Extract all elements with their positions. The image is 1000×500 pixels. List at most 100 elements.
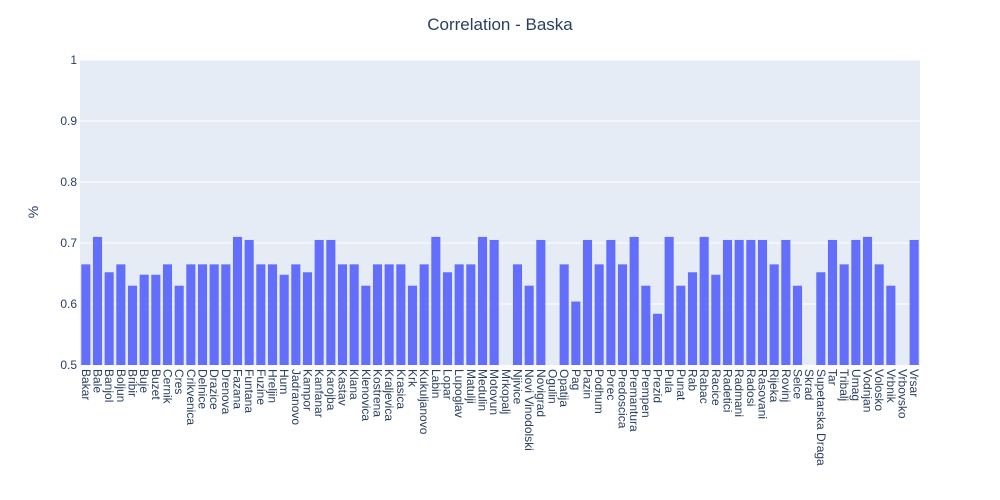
- bar: [536, 239, 546, 365]
- x-tick-label: Jadranovo: [289, 369, 303, 425]
- x-tick-label: Lupoglav: [452, 369, 466, 418]
- x-tick-label: Vrbnik: [884, 369, 898, 404]
- x-tick-label: Hreljin: [266, 369, 280, 403]
- x-axis-ticks: BakarBaleBanjolBoljunBribirBujeBuzetCern…: [79, 369, 921, 466]
- x-tick-label: Premantura: [627, 369, 641, 432]
- x-tick-label: Bribir: [126, 369, 140, 397]
- x-tick-label: Selce: [791, 369, 805, 399]
- bar: [186, 264, 196, 365]
- bar: [582, 239, 593, 365]
- x-tick-label: Hum: [277, 369, 291, 394]
- y-tick-label: 0.8: [60, 175, 77, 189]
- x-tick-label: Umag: [849, 369, 863, 401]
- y-tick-label: 1: [70, 53, 77, 67]
- bar: [442, 272, 453, 365]
- bar: [699, 236, 709, 365]
- y-axis-ticks: 0.5 0.6 0.7 0.8 0.9 1: [60, 53, 77, 372]
- x-tick-label: Rijeka: [767, 369, 781, 403]
- bar: [116, 264, 126, 365]
- bar: [221, 264, 231, 365]
- x-tick-label: Vrsar: [907, 369, 921, 397]
- x-tick-label: Pazin: [581, 369, 595, 399]
- bar: [489, 239, 499, 365]
- x-tick-label: Delnice: [196, 369, 210, 409]
- bar: [652, 313, 663, 365]
- x-tick-label: Fuzine: [254, 369, 268, 405]
- bar: [477, 236, 488, 365]
- x-tick-label: Radosi: [744, 369, 758, 406]
- bar: [232, 236, 243, 365]
- bar: [641, 285, 651, 365]
- x-tick-label: Radmani: [732, 369, 746, 417]
- bar: [337, 264, 348, 365]
- bar: [291, 264, 301, 365]
- bar: [757, 239, 768, 365]
- x-tick-label: Vodnjan: [861, 369, 875, 412]
- x-tick-label: Labin: [429, 369, 443, 398]
- bar: [676, 285, 686, 365]
- bar: [372, 264, 383, 365]
- bar: [687, 272, 698, 365]
- x-tick-label: Drazice: [207, 369, 221, 410]
- x-tick-label: Punat: [674, 369, 688, 401]
- y-tick-label: 0.6: [60, 297, 77, 311]
- y-tick-label: 0.5: [60, 358, 77, 372]
- bar: [816, 272, 826, 365]
- bar: [781, 239, 791, 365]
- y-tick-label: 0.7: [60, 236, 77, 250]
- x-tick-label: Klenovica: [359, 369, 373, 421]
- x-tick-label: Buzet: [149, 369, 163, 400]
- bar: [302, 272, 313, 365]
- bar: [851, 239, 861, 365]
- bar: [862, 236, 873, 365]
- x-tick-label: Kukuljanovo: [417, 369, 431, 435]
- x-tick-label: Radetici: [721, 369, 735, 412]
- x-tick-label: Kanfanar: [312, 369, 326, 418]
- x-tick-label: Vrbovsko: [896, 369, 910, 419]
- bar: [512, 264, 523, 365]
- bar: [326, 239, 336, 365]
- x-tick-label: Prezid: [651, 369, 665, 403]
- x-tick-label: Prempen: [639, 369, 653, 418]
- bar: [524, 285, 534, 365]
- x-tick-label: Rabac: [697, 369, 711, 404]
- x-tick-label: Skrad: [802, 369, 816, 400]
- x-tick-label: Motovun: [487, 369, 501, 415]
- bar: [139, 274, 149, 365]
- bar: [162, 264, 173, 365]
- x-tick-label: Crikvenica: [184, 369, 198, 425]
- x-tick-label: Novi Vinodolski: [522, 369, 536, 451]
- x-tick-label: Cres: [172, 369, 186, 394]
- x-tick-label: Opatija: [557, 369, 571, 407]
- bar: [407, 285, 418, 365]
- x-tick-label: Ogulin: [546, 369, 560, 404]
- bar: [629, 236, 639, 365]
- x-tick-label: Pula: [662, 369, 676, 393]
- bar: [734, 239, 744, 365]
- x-tick-label: Racice: [709, 369, 723, 406]
- x-tick-label: Kostrena: [371, 369, 385, 417]
- bar: [151, 274, 161, 365]
- x-tick-label: Medulin: [476, 369, 490, 411]
- x-tick-label: Rab: [686, 369, 700, 391]
- x-tick-label: Klana: [347, 369, 361, 400]
- bar: [792, 285, 803, 365]
- x-tick-label: Buje: [137, 369, 151, 393]
- bar: [571, 301, 581, 365]
- bar: [209, 264, 219, 365]
- x-tick-label: Kastav: [336, 369, 350, 406]
- x-tick-label: Drenova: [219, 369, 233, 415]
- bar: [827, 239, 838, 365]
- x-tick-label: Kraljevica: [382, 369, 396, 421]
- bar: [174, 285, 184, 365]
- bar: [606, 239, 616, 365]
- bar: [314, 239, 324, 365]
- chart-title: Correlation - Baska: [427, 15, 573, 34]
- x-tick-label: Krasica: [394, 369, 408, 409]
- x-tick-label: Mrkopalj: [499, 369, 513, 414]
- x-tick-label: Funtana: [242, 369, 256, 413]
- x-tick-label: Banjol: [102, 369, 116, 402]
- x-tick-label: Fazana: [231, 369, 245, 409]
- bar: [454, 264, 464, 365]
